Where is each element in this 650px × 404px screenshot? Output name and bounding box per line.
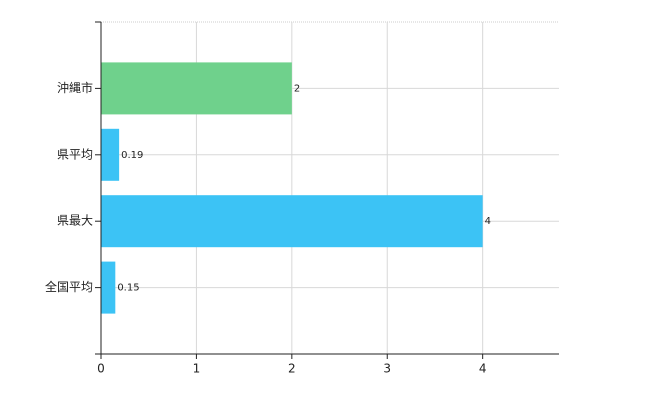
- y-tick-label: 県最大: [57, 214, 93, 228]
- x-tick-label: 4: [479, 362, 487, 376]
- value-label: 2: [294, 83, 300, 94]
- x-tick-label: 2: [288, 362, 296, 376]
- value-label: 0.15: [117, 283, 139, 294]
- x-tick-label: 3: [383, 362, 391, 376]
- y-tick-label: 県平均: [57, 147, 93, 161]
- bar: [101, 62, 292, 115]
- bar: [101, 261, 116, 314]
- y-tick-label: 沖縄市: [57, 80, 93, 95]
- y-tick-label: 全国平均: [45, 279, 93, 294]
- value-label: 0.19: [121, 150, 143, 161]
- bar: [101, 195, 483, 248]
- x-tick-label: 1: [193, 362, 201, 376]
- x-tick-label: 0: [97, 362, 105, 376]
- bar: [101, 128, 120, 181]
- value-label: 4: [485, 216, 491, 227]
